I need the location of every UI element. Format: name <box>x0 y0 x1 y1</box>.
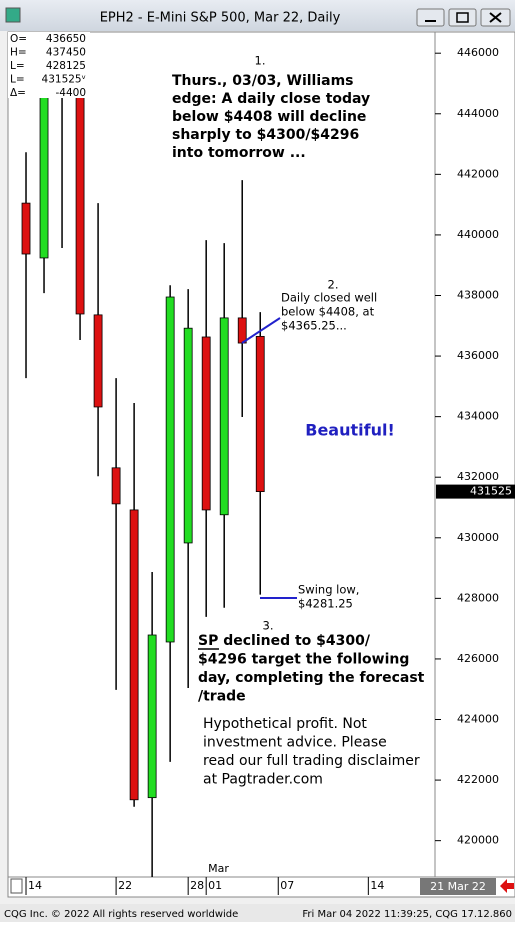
candle-body <box>201 336 211 511</box>
y-tick-label: 426000 <box>457 652 499 665</box>
last-price-box <box>436 484 515 499</box>
window-title: EPH2 - E-Mini S&P 500, Mar 22, Daily <box>100 11 341 26</box>
y-tick-label: 444000 <box>457 107 499 120</box>
annotation-line: sharply to $4300/$4296 <box>172 127 359 143</box>
x-axis-area <box>7 876 515 898</box>
info-box <box>8 32 90 98</box>
candle-body <box>39 95 49 259</box>
candle-body <box>237 317 247 344</box>
y-tick-label: 424000 <box>457 713 499 726</box>
y-tick-label: 420000 <box>457 834 499 847</box>
x-tick-label: 28 <box>190 879 204 892</box>
annotation-line: Thurs., 03/03, Williams <box>172 73 354 89</box>
y-tick-label: 440000 <box>457 228 499 241</box>
status-bar <box>0 904 515 922</box>
annotation-line: below $4408 will decline <box>172 109 366 125</box>
candle-body <box>111 467 121 505</box>
info-value: 431525ᵛ <box>42 74 86 86</box>
y-tick-label: 422000 <box>457 773 499 786</box>
y-tick-label: 438000 <box>457 288 499 301</box>
app-icon <box>5 7 21 23</box>
annotation-number: 2. <box>328 278 339 292</box>
y-tick-label: 446000 <box>457 46 499 59</box>
beautiful: Beautiful! <box>305 421 395 440</box>
info-label: Δ= <box>10 87 26 99</box>
info-label: O= <box>10 33 27 45</box>
annotation-line: edge: A daily close today <box>172 91 370 107</box>
cursor-label: 21 Mar 22 <box>430 880 486 893</box>
candle-body <box>93 314 103 408</box>
y-tick-label: 428000 <box>457 591 499 604</box>
annotation-line: $4296 target the following <box>198 652 409 668</box>
cursor-box <box>420 878 496 895</box>
annotation-number: 1. <box>255 54 266 68</box>
candle-body <box>219 317 229 516</box>
y-tick-label: 432000 <box>457 470 499 483</box>
x-tick-label: 01 <box>208 879 222 892</box>
candle-body <box>255 335 265 493</box>
window-buttons[interactable] <box>416 8 511 27</box>
y-tick-label: 430000 <box>457 531 499 544</box>
candle-body <box>21 202 31 255</box>
annotation-line: Swing low, <box>298 583 359 597</box>
annotation-number: 3. <box>263 619 274 633</box>
pointer-line <box>241 317 281 344</box>
y-tick-label: 434000 <box>457 410 499 423</box>
annotation-line: SP declined to $4300/ <box>198 633 371 649</box>
scroll-handle[interactable] <box>10 878 23 894</box>
info-label: L= <box>10 74 25 86</box>
maximize-icon <box>456 12 469 23</box>
annotation-line: Hypothetical profit. Not <box>203 716 367 732</box>
annotation-line: Daily closed well <box>281 291 377 305</box>
footer-right: Fri Mar 04 2022 11:39:25, CQG 17.12.860 <box>302 909 512 920</box>
scroll-arrow[interactable] <box>500 879 514 893</box>
x-tick-label: 22 <box>118 879 132 892</box>
info-value: 436650 <box>46 33 86 45</box>
y-tick-label: 442000 <box>457 167 499 180</box>
y-tick-label: 436000 <box>457 349 499 362</box>
annotation-line: at Pagtrader.com <box>203 772 323 788</box>
y-axis-area <box>434 31 515 878</box>
x-tick-label: 14 <box>370 879 384 892</box>
candle-body <box>129 509 139 801</box>
candle-body <box>165 296 175 643</box>
minimize-button[interactable] <box>416 8 445 27</box>
candle-body <box>183 327 193 544</box>
annotation-line: below $4408, at <box>281 305 375 319</box>
close-icon <box>489 12 502 23</box>
x-tick-label: 07 <box>280 879 294 892</box>
annotation-line: into tomorrow ... <box>172 145 306 161</box>
footer-left: CQG Inc. © 2022 All rights reserved worl… <box>4 909 238 920</box>
candle-body <box>75 67 85 315</box>
annotation-line: $4281.25 <box>298 597 353 611</box>
info-label: H= <box>10 47 27 59</box>
overlay: O= 436650 H= 437450 L= 428125 L= 431525ᵛ Δ= -4400… <box>8 32 425 788</box>
info-value: 428125 <box>46 60 86 72</box>
candle-body <box>147 634 157 799</box>
x-tick-label: 14 <box>28 879 42 892</box>
maximize-button[interactable] <box>448 8 477 27</box>
annotation-line: read our full trading disclaimer <box>203 753 420 769</box>
annotation-line: /trade <box>198 689 246 705</box>
info-value: 437450 <box>46 47 86 59</box>
annotation-line: $4365.25... <box>281 319 347 333</box>
info-label: L= <box>10 60 25 72</box>
info-value: -4400 <box>55 87 86 99</box>
last-price: 431525 <box>470 485 512 498</box>
annotation-line: day, completing the forecast <box>198 670 425 686</box>
month-label: Mar <box>208 862 229 875</box>
annotation-line: investment advice. Please <box>203 735 387 751</box>
